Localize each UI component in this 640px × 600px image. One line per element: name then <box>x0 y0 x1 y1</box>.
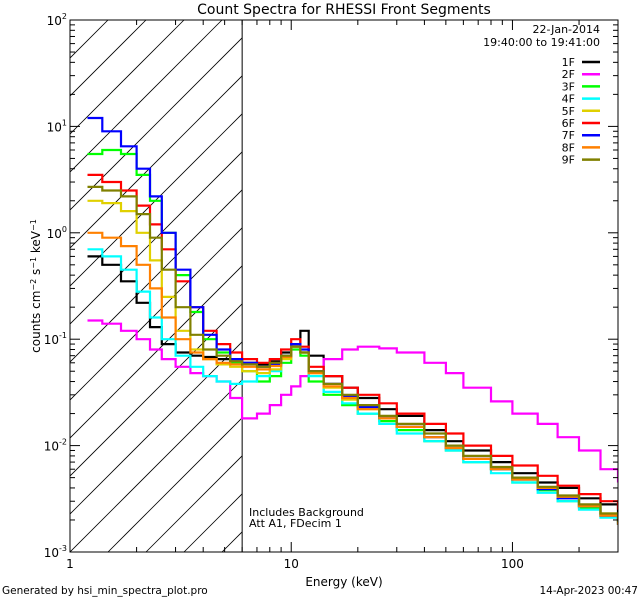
series-line-7f <box>87 116 618 525</box>
x-tick-label: 100 <box>501 557 524 571</box>
footer-generated-by: Generated by hsi_min_spectra_plot.pro <box>2 585 208 597</box>
x-axis-label: Energy (keV) <box>305 575 382 589</box>
excluded-energy-hatch <box>70 20 243 552</box>
hatch-line <box>70 189 243 363</box>
legend-label-9f: 9F <box>562 154 575 167</box>
legend-time-range: 19:40:00 to 19:41:00 <box>483 36 600 49</box>
series-lines <box>87 116 618 525</box>
hatch-line <box>70 20 223 173</box>
hatch-line <box>70 151 243 325</box>
hatch-line <box>70 227 243 401</box>
plot-frame <box>69 19 619 553</box>
x-tick-label: 10 <box>284 557 299 571</box>
hatch-line <box>70 265 243 439</box>
y-axis-label: counts cm−2 s−1 keV−1 <box>29 219 44 353</box>
hatch-line <box>70 75 243 249</box>
y-axis: 102 101 100 10-1 10-2 10-3 <box>44 12 618 560</box>
footer-timestamp: 14-Apr-2023 00:47 <box>539 585 638 597</box>
hatch-line <box>70 20 109 59</box>
legend-label-8f: 8F <box>562 141 575 154</box>
hatch-line <box>70 20 147 97</box>
y-tick-label: 10-1 <box>44 331 67 347</box>
y-tick-label: 101 <box>47 118 67 134</box>
chart-title: Count Spectra for RHESSI Front Segments <box>197 2 491 18</box>
legend-label-5f: 5F <box>562 105 575 118</box>
series-line-9f <box>87 185 618 523</box>
legend-label-3f: 3F <box>562 80 575 93</box>
y-tick-label: 10-3 <box>44 544 67 560</box>
legend-label-7f: 7F <box>562 129 575 142</box>
hatch-line <box>70 379 243 552</box>
hatch-line <box>145 455 243 552</box>
annotation-attenuator: Att A1, FDecim 1 <box>249 517 342 530</box>
hatch-line <box>70 37 243 211</box>
hatch-line <box>70 303 243 477</box>
series-line-6f <box>87 173 618 510</box>
legend-label-4f: 4F <box>562 93 575 106</box>
y-tick-label: 100 <box>47 225 67 241</box>
x-tick-label: 1 <box>66 557 74 571</box>
legend: 22-Jan-2014 19:40:00 to 19:41:00 1F2F3F4… <box>483 23 600 167</box>
hatch-line <box>70 341 243 515</box>
hatch-line <box>107 417 243 552</box>
legend-label-1f: 1F <box>562 56 575 69</box>
annotation-background: Includes Background <box>249 506 364 519</box>
hatch-line <box>70 20 185 135</box>
hatch-line <box>70 113 243 287</box>
series-line-2f <box>87 319 618 483</box>
legend-label-6f: 6F <box>562 117 575 130</box>
legend-date: 22-Jan-2014 <box>533 23 601 36</box>
y-tick-label: 102 <box>47 12 67 28</box>
legend-label-2f: 2F <box>562 68 575 81</box>
y-tick-label: 10-2 <box>44 438 67 454</box>
hatch-line <box>221 531 243 552</box>
